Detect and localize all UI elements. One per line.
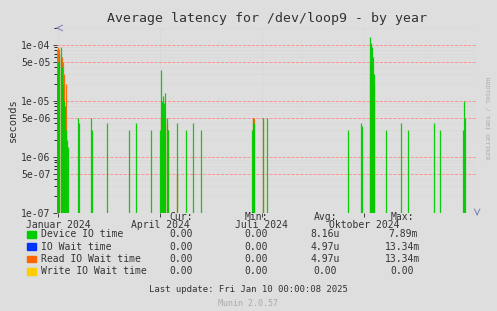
Text: 13.34m: 13.34m	[385, 254, 420, 264]
Text: Write IO Wait time: Write IO Wait time	[41, 267, 147, 276]
Text: 13.34m: 13.34m	[385, 242, 420, 252]
Text: Read IO Wait time: Read IO Wait time	[41, 254, 141, 264]
Text: 0.00: 0.00	[169, 267, 193, 276]
Text: 4.97u: 4.97u	[311, 254, 340, 264]
Text: Max:: Max:	[391, 212, 414, 222]
Text: 7.89m: 7.89m	[388, 229, 417, 239]
Text: 0.00: 0.00	[169, 242, 193, 252]
Text: Munin 2.0.57: Munin 2.0.57	[219, 299, 278, 308]
Text: 0.00: 0.00	[244, 254, 268, 264]
Text: 4.97u: 4.97u	[311, 242, 340, 252]
Text: Avg:: Avg:	[314, 212, 337, 222]
Text: 0.00: 0.00	[169, 229, 193, 239]
Text: 0.00: 0.00	[169, 254, 193, 264]
Text: 0.00: 0.00	[314, 267, 337, 276]
Text: 0.00: 0.00	[244, 229, 268, 239]
Text: 0.00: 0.00	[391, 267, 414, 276]
Text: 0.00: 0.00	[244, 267, 268, 276]
Text: Device IO time: Device IO time	[41, 229, 123, 239]
Text: Cur:: Cur:	[169, 212, 193, 222]
Text: 0.00: 0.00	[244, 242, 268, 252]
Y-axis label: seconds: seconds	[8, 99, 18, 142]
Text: 8.16u: 8.16u	[311, 229, 340, 239]
Text: IO Wait time: IO Wait time	[41, 242, 111, 252]
Title: Average latency for /dev/loop9 - by year: Average latency for /dev/loop9 - by year	[107, 12, 427, 26]
Text: Min:: Min:	[244, 212, 268, 222]
Text: Last update: Fri Jan 10 00:00:08 2025: Last update: Fri Jan 10 00:00:08 2025	[149, 285, 348, 294]
Text: RRDTOOL / TOBI OETIKER: RRDTOOL / TOBI OETIKER	[485, 77, 490, 160]
